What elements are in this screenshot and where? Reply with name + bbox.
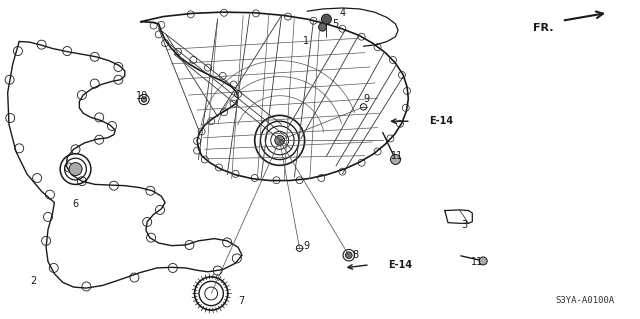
- Text: 10: 10: [136, 91, 148, 101]
- Text: 8: 8: [352, 250, 358, 260]
- Circle shape: [390, 154, 401, 165]
- Text: 11: 11: [470, 256, 483, 267]
- Text: 9: 9: [364, 94, 370, 104]
- Text: 6: 6: [72, 199, 79, 209]
- Text: S3YA-A0100A: S3YA-A0100A: [556, 296, 614, 305]
- Circle shape: [346, 252, 352, 258]
- Text: E-14: E-14: [388, 260, 412, 270]
- Circle shape: [321, 14, 332, 24]
- Text: 5: 5: [332, 19, 339, 29]
- Text: 9: 9: [303, 241, 310, 251]
- Text: 1: 1: [303, 36, 309, 47]
- Text: 7: 7: [238, 296, 244, 307]
- Circle shape: [479, 257, 487, 265]
- Circle shape: [141, 97, 147, 102]
- Text: 11: 11: [391, 151, 404, 161]
- Circle shape: [275, 136, 285, 145]
- Text: 3: 3: [461, 220, 467, 230]
- Circle shape: [319, 23, 326, 31]
- Text: 4: 4: [340, 8, 346, 18]
- Circle shape: [69, 163, 82, 175]
- Text: FR.: FR.: [533, 23, 554, 33]
- Text: E-14: E-14: [429, 116, 453, 126]
- Text: 2: 2: [30, 276, 36, 286]
